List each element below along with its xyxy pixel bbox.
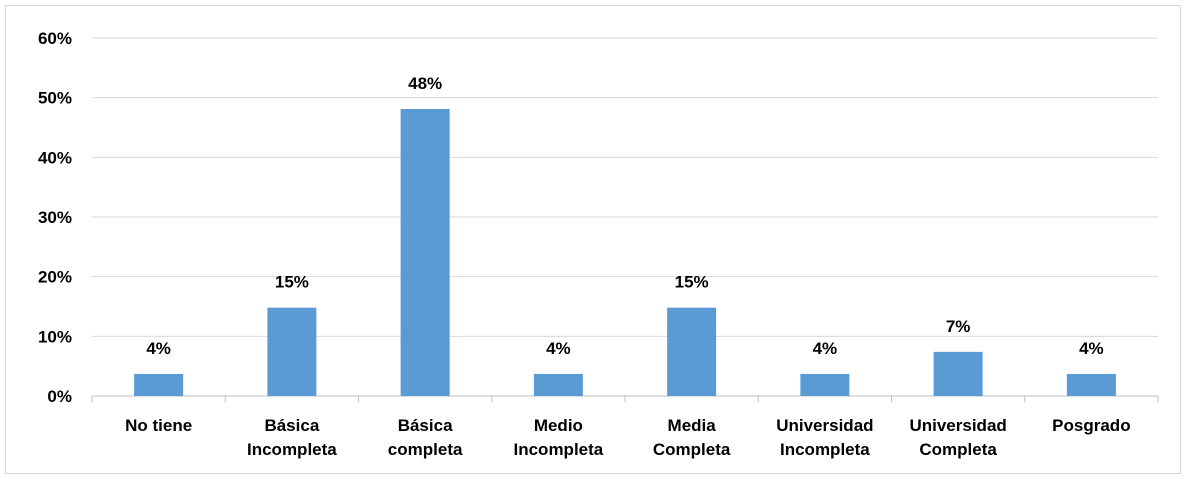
x-category-label-line: Posgrado bbox=[1052, 416, 1130, 435]
x-category-label: Media Completa bbox=[653, 416, 731, 459]
data-label: 4% bbox=[813, 339, 838, 358]
bar bbox=[400, 109, 450, 397]
y-tick-label: 10% bbox=[38, 327, 72, 346]
x-category-label: Medio Incompleta bbox=[514, 416, 604, 459]
y-tick-label: 30% bbox=[38, 208, 72, 227]
x-category-label-line: Media bbox=[668, 416, 717, 435]
y-tick-label: 40% bbox=[38, 148, 72, 167]
x-category-label: No tiene bbox=[125, 416, 192, 435]
x-category-label-line: Incompleta bbox=[247, 440, 337, 459]
data-label: 4% bbox=[1079, 339, 1104, 358]
x-category-label-line: Básica bbox=[398, 416, 453, 435]
x-category-label: Posgrado bbox=[1052, 416, 1130, 435]
data-label: 4% bbox=[546, 339, 571, 358]
x-category-label: Básica completa bbox=[388, 416, 463, 459]
x-category-label: Universidad Completa bbox=[909, 416, 1006, 459]
bar bbox=[800, 373, 850, 396]
bar bbox=[533, 373, 583, 396]
x-category-label-line: Completa bbox=[919, 440, 997, 459]
bar bbox=[933, 351, 983, 396]
y-tick-label: 0% bbox=[47, 387, 72, 406]
x-category-label: Universidad Incompleta bbox=[776, 416, 873, 459]
x-category-label-line: Completa bbox=[653, 440, 731, 459]
x-category-label-line: Incompleta bbox=[780, 440, 870, 459]
x-category-label-line: Medio bbox=[534, 416, 583, 435]
data-label: 15% bbox=[675, 273, 709, 292]
x-category-label-line: Universidad bbox=[909, 416, 1006, 435]
data-label: 15% bbox=[275, 273, 309, 292]
y-tick-label: 50% bbox=[38, 89, 72, 108]
x-category-label-line: Incompleta bbox=[514, 440, 604, 459]
x-category-label: Básica Incompleta bbox=[247, 416, 337, 459]
data-label: 48% bbox=[408, 74, 442, 93]
data-label: 7% bbox=[946, 317, 971, 336]
x-category-label-line: Universidad bbox=[776, 416, 873, 435]
data-label: 4% bbox=[146, 339, 171, 358]
x-category-label-line: No tiene bbox=[125, 416, 192, 435]
bar bbox=[667, 307, 717, 396]
bar bbox=[134, 373, 184, 396]
x-category-label-line: completa bbox=[388, 440, 463, 459]
x-category-label-line: Básica bbox=[264, 416, 319, 435]
bar bbox=[1066, 373, 1116, 396]
y-tick-label: 20% bbox=[38, 268, 72, 287]
bar bbox=[267, 307, 317, 396]
y-tick-label: 60% bbox=[38, 29, 72, 48]
